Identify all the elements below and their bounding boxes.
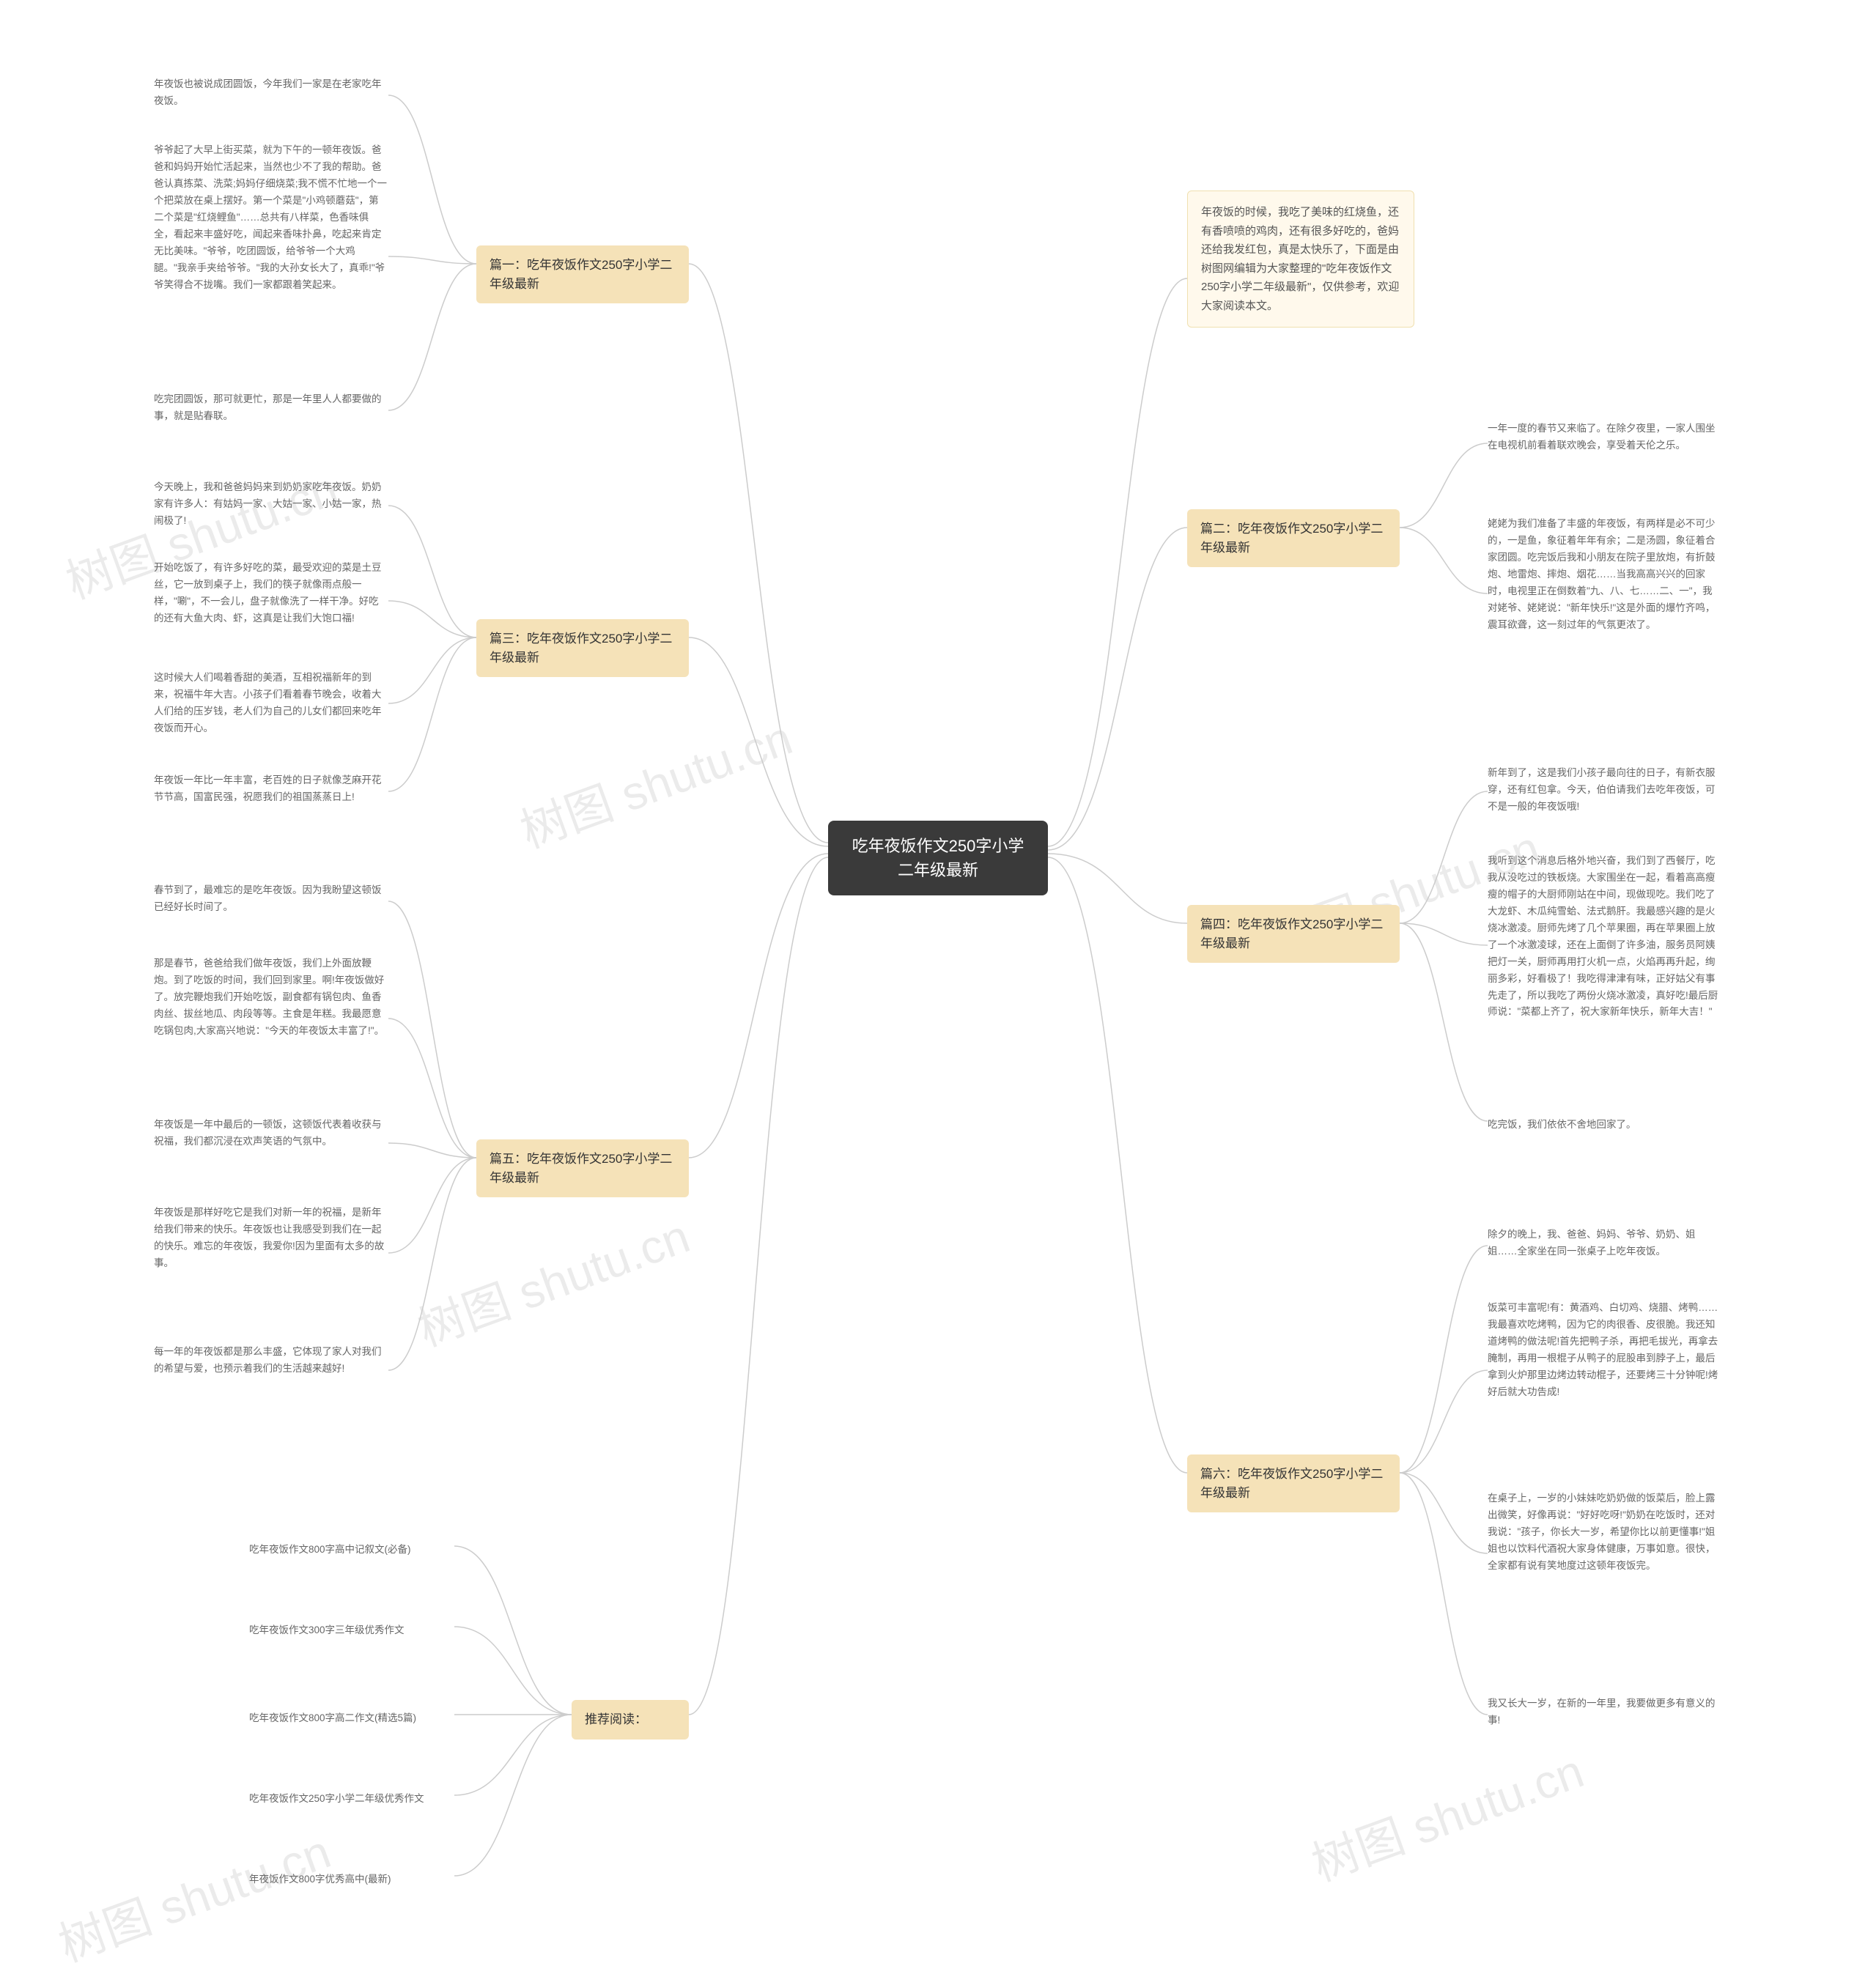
watermark: 树图 shutu.cn — [407, 1199, 698, 1359]
leaf-p2-1: 姥姥为我们准备了丰盛的年夜饭，有两样是必不可少的，一是鱼，象征着年年有余；二是汤… — [1488, 513, 1722, 637]
branch-p6[interactable]: 篇六：吃年夜饭作文250字小学二年级最新 — [1187, 1454, 1400, 1512]
leaf-p1-0: 年夜饭也被说成团圆饭，今年我们一家是在老家吃年夜饭。 — [154, 73, 388, 113]
leaf-p1-2: 吃完团圆饭，那可就更忙，那是一年里人人都要做的事，就是贴春联。 — [154, 388, 388, 428]
branch-p3[interactable]: 篇三：吃年夜饭作文250字小学二年级最新 — [476, 619, 689, 677]
leaf-p2-0: 一年一度的春节又来临了。在除夕夜里，一家人围坐在电视机前看着联欢晚会，享受着天伦… — [1488, 418, 1722, 457]
leaf-p6-2: 在桌子上，一岁的小妹妹吃奶奶做的饭菜后，脸上露出微笑，好像再说："好好吃呀!"奶… — [1488, 1487, 1722, 1578]
branch-p2[interactable]: 篇二：吃年夜饭作文250字小学二年级最新 — [1187, 509, 1400, 567]
leaf-p5-4: 每一年的年夜饭都是那么丰盛，它体现了家人对我们的希望与爱，也预示着我们的生活越来… — [154, 1341, 388, 1380]
leaf-rec-0: 吃年夜饭作文800字高中记叙文(必备) — [249, 1539, 454, 1561]
leaf-p6-0: 除夕的晚上，我、爸爸、妈妈、爷爷、奶奶、姐姐……全家坐在同一张桌子上吃年夜饭。 — [1488, 1224, 1722, 1263]
branch-p4[interactable]: 篇四：吃年夜饭作文250字小学二年级最新 — [1187, 905, 1400, 963]
leaf-p4-1: 我听到这个消息后格外地兴奋，我们到了西餐厅，吃我从没吃过的铁板烧。大家围坐在一起… — [1488, 850, 1722, 1024]
leaf-rec-1: 吃年夜饭作文300字三年级优秀作文 — [249, 1619, 454, 1642]
leaf-p3-2: 这时候大人们喝着香甜的美酒，互相祝福新年的到来，祝福牛年大吉。小孩子们看着春节晚… — [154, 667, 388, 740]
leaf-p1-1: 爷爷起了大早上街买菜，就为下午的一顿年夜饭。爸爸和妈妈开始忙活起来，当然也少不了… — [154, 139, 388, 296]
leaf-p6-3: 我又长大一岁，在新的一年里，我要做更多有意义的事! — [1488, 1693, 1722, 1732]
leaf-p4-2: 吃完饭，我们依依不舍地回家了。 — [1488, 1114, 1722, 1136]
leaf-p6-1: 饭菜可丰富呢!有：黄酒鸡、白切鸡、烧腊、烤鸭……我最喜欢吃烤鸭，因为它的肉很香、… — [1488, 1297, 1722, 1404]
leaf-p5-1: 那是春节，爸爸给我们做年夜饭，我们上外面放鞭炮。到了吃饭的时间，我们回到家里。啊… — [154, 953, 388, 1043]
leaf-rec-3: 吃年夜饭作文250字小学二年级优秀作文 — [249, 1788, 454, 1811]
branch-recommend[interactable]: 推荐阅读： — [572, 1700, 689, 1740]
intro-leaf: 年夜饭的时候，我吃了美味的红烧鱼，还有香喷喷的鸡肉，还有很多好吃的，爸妈还给我发… — [1187, 191, 1414, 328]
leaf-p5-3: 年夜饭是那样好吃它是我们对新一年的祝福，是新年给我们带来的快乐。年夜饭也让我感受… — [154, 1202, 388, 1275]
leaf-p5-0: 春节到了，最难忘的是吃年夜饭。因为我盼望这顿饭已经好长时间了。 — [154, 879, 388, 919]
leaf-rec-4: 年夜饭作文800字优秀高中(最新) — [249, 1868, 454, 1891]
leaf-p3-0: 今天晚上，我和爸爸妈妈来到奶奶家吃年夜饭。奶奶家有许多人：有姑妈一家、大姑一家、… — [154, 476, 388, 533]
root-node[interactable]: 吃年夜饭作文250字小学二年级最新 — [828, 821, 1048, 895]
leaf-p4-0: 新年到了，这是我们小孩子最向往的日子，有新衣服穿，还有红包拿。今天，伯伯请我们去… — [1488, 762, 1722, 818]
watermark: 树图 shutu.cn — [1301, 1734, 1592, 1894]
leaf-p3-3: 年夜饭一年比一年丰富，老百姓的日子就像芝麻开花节节高，国富民强，祝愿我们的祖国蒸… — [154, 769, 388, 809]
branch-p5[interactable]: 篇五：吃年夜饭作文250字小学二年级最新 — [476, 1139, 689, 1197]
branch-p1[interactable]: 篇一：吃年夜饭作文250字小学二年级最新 — [476, 245, 689, 303]
leaf-rec-2: 吃年夜饭作文800字高二作文(精选5篇) — [249, 1707, 454, 1730]
watermark: 树图 shutu.cn — [510, 700, 800, 861]
leaf-p5-2: 年夜饭是一年中最后的一顿饭，这顿饭代表着收获与祝福，我们都沉浸在欢声笑语的气氛中… — [154, 1114, 388, 1153]
leaf-p3-1: 开始吃饭了，有许多好吃的菜，最受欢迎的菜是土豆丝，它一放到桌子上，我们的筷子就像… — [154, 557, 388, 630]
mindmap-canvas: 树图 shutu.cn 树图 shutu.cn 树图 shutu.cn 树图 s… — [0, 0, 1876, 1963]
